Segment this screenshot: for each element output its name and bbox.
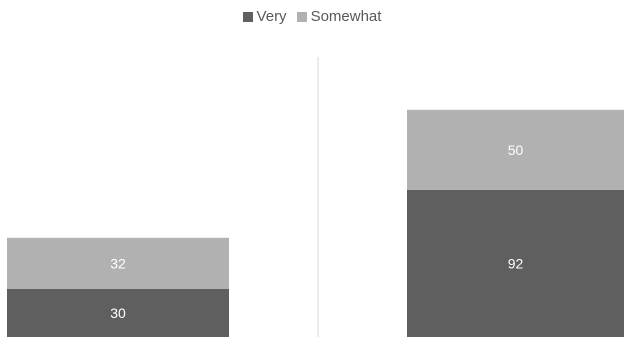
legend-swatch-very — [242, 12, 253, 22]
data-label-very-2: 92 — [508, 255, 524, 271]
legend-item-somewhat: Somewhat — [296, 8, 382, 26]
bar-very-2 — [407, 189, 624, 337]
chart-legend: Very Somewhat — [0, 8, 624, 26]
legend-label-very: Very — [256, 8, 287, 25]
legend-label-somewhat: Somewhat — [310, 8, 382, 25]
legend-swatch-somewhat — [296, 12, 307, 22]
legend-item-very: Very — [242, 8, 287, 26]
bar-very-1 — [7, 289, 229, 337]
data-label-somewhat-1: 32 — [110, 255, 126, 271]
bar-somewhat-1 — [7, 237, 229, 289]
data-label-somewhat-2: 50 — [508, 142, 524, 158]
bar-somewhat-2 — [407, 109, 624, 190]
data-label-very-1: 30 — [110, 305, 126, 321]
